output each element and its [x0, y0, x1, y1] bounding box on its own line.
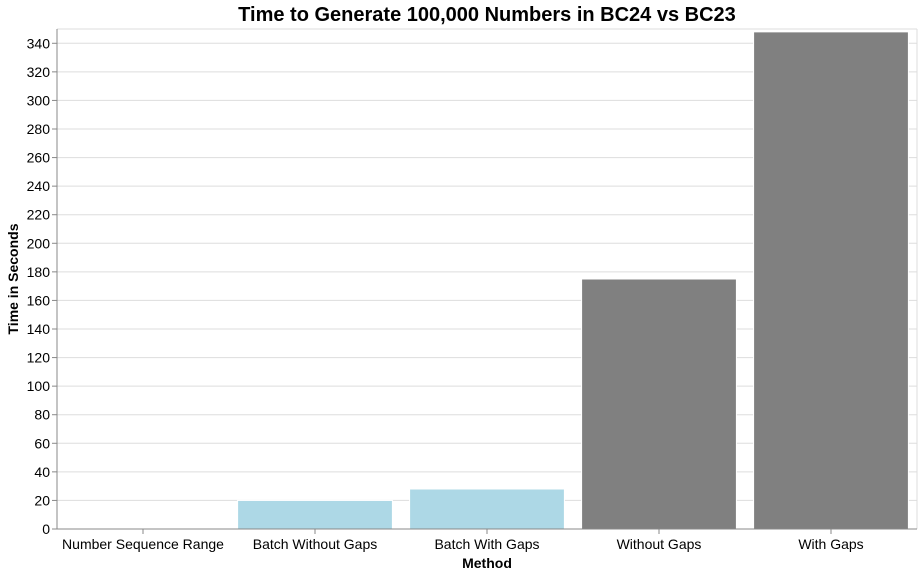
y-tick-label: 20: [34, 492, 50, 508]
y-tick-label: 280: [27, 121, 51, 137]
chart-title: Time to Generate 100,000 Numbers in BC24…: [238, 4, 736, 26]
y-tick-label: 60: [34, 435, 50, 451]
y-tick-label: 80: [34, 407, 50, 423]
y-tick-label: 340: [27, 35, 51, 51]
y-tick-label: 0: [42, 521, 50, 537]
x-axis-ticks: Number Sequence Range Batch Without Gaps B…: [62, 529, 864, 552]
y-tick-label: 160: [27, 292, 51, 308]
x-tick-label: Without Gaps: [617, 536, 702, 552]
y-tick-label: 40: [34, 464, 50, 480]
bar: [409, 488, 565, 530]
x-tick-label: Number Sequence Range: [62, 536, 224, 552]
x-axis-title: Method: [462, 555, 512, 571]
x-tick-label: With Gaps: [798, 536, 863, 552]
y-tick-label: 260: [27, 150, 51, 166]
y-tick-label: 320: [27, 64, 51, 80]
x-tick-label: Batch Without Gaps: [253, 536, 378, 552]
y-axis-title: Time in Seconds: [5, 223, 21, 334]
y-tick-label: 140: [27, 321, 51, 337]
bar: [237, 499, 393, 530]
bars: [65, 31, 909, 530]
bar: [581, 278, 737, 530]
bar: [753, 31, 909, 530]
y-tick-label: 240: [27, 178, 51, 194]
y-tick-label: 180: [27, 264, 51, 280]
y-tick-label: 220: [27, 207, 51, 223]
y-tick-label: 100: [27, 378, 51, 394]
y-axis-ticks: 0 20 40 60 80 100 120 140 160 180 200 220 240 260 280 3…: [27, 35, 57, 537]
y-tick-label: 300: [27, 92, 51, 108]
y-tick-label: 200: [27, 235, 51, 251]
y-tick-label: 120: [27, 350, 51, 366]
x-tick-label: Batch With Gaps: [434, 536, 539, 552]
